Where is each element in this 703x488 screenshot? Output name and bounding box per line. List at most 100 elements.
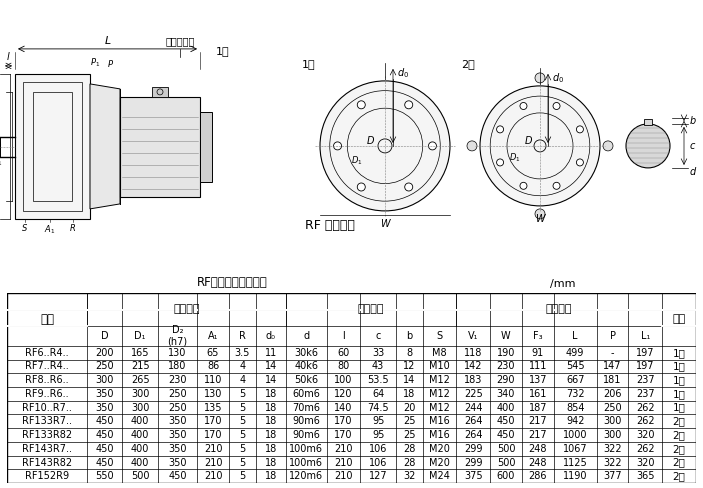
Text: 28: 28	[403, 458, 415, 468]
Text: 600: 600	[497, 471, 515, 481]
Text: RF型减速器主要尺寸: RF型减速器主要尺寸	[197, 276, 267, 289]
Text: 322: 322	[603, 444, 622, 454]
Text: 1067: 1067	[563, 444, 588, 454]
Text: 732: 732	[566, 389, 584, 399]
Text: 450: 450	[96, 458, 114, 468]
Text: 100: 100	[335, 375, 353, 385]
Text: F₃: F₃	[533, 331, 543, 341]
Circle shape	[535, 73, 545, 83]
Circle shape	[405, 183, 413, 191]
Text: 170: 170	[204, 416, 222, 427]
Text: 187: 187	[529, 403, 547, 413]
Text: 300: 300	[131, 403, 150, 413]
Text: 按电机尺寸: 按电机尺寸	[165, 36, 195, 46]
Text: 197: 197	[636, 362, 654, 371]
Text: 轴伸尺寸: 轴伸尺寸	[358, 304, 385, 314]
Text: 499: 499	[566, 348, 584, 358]
Text: c: c	[375, 331, 381, 341]
Circle shape	[357, 101, 366, 109]
Bar	[33, 92, 72, 201]
Text: 1型: 1型	[216, 46, 230, 56]
Text: 50k6: 50k6	[294, 375, 318, 385]
Text: 5: 5	[239, 444, 245, 454]
Text: 400: 400	[131, 416, 150, 427]
Text: 1190: 1190	[563, 471, 588, 481]
Text: 5: 5	[239, 416, 245, 427]
Text: 250: 250	[603, 403, 622, 413]
Text: 100m6: 100m6	[289, 444, 323, 454]
Text: 60: 60	[337, 348, 349, 358]
Text: 264: 264	[464, 416, 482, 427]
Text: 300: 300	[96, 375, 114, 385]
Circle shape	[576, 126, 583, 133]
Circle shape	[535, 209, 545, 219]
Text: 64: 64	[372, 389, 385, 399]
Text: 545: 545	[566, 362, 584, 371]
Text: M10: M10	[429, 362, 450, 371]
Text: L: L	[104, 36, 110, 46]
Text: L₁: L₁	[640, 331, 650, 341]
Text: 90m6: 90m6	[292, 416, 320, 427]
Circle shape	[480, 86, 600, 206]
Text: 450: 450	[96, 416, 114, 427]
Text: 197: 197	[636, 348, 654, 358]
Bar	[23, 82, 82, 211]
Text: 230: 230	[497, 362, 515, 371]
Text: l: l	[342, 331, 345, 341]
Text: 2型: 2型	[461, 59, 475, 69]
Text: 14: 14	[264, 375, 277, 385]
Text: d: d	[690, 167, 696, 177]
Text: 400: 400	[497, 403, 515, 413]
Text: L: L	[572, 331, 578, 341]
Text: 340: 340	[497, 389, 515, 399]
Text: 12: 12	[403, 362, 415, 371]
Text: 450: 450	[96, 430, 114, 440]
Text: 350: 350	[168, 430, 187, 440]
Text: 350: 350	[96, 389, 114, 399]
Text: 5: 5	[239, 458, 245, 468]
Text: M8: M8	[432, 348, 446, 358]
Text: 30k6: 30k6	[295, 348, 318, 358]
Text: 18: 18	[264, 403, 277, 413]
Bar	[120, 97, 200, 197]
Text: 95: 95	[372, 416, 385, 427]
Text: 118: 118	[464, 348, 482, 358]
Text: 377: 377	[603, 471, 622, 481]
Text: 110: 110	[204, 375, 222, 385]
Text: 237: 237	[636, 389, 654, 399]
Text: 217: 217	[529, 416, 547, 427]
Text: 170: 170	[334, 430, 353, 440]
Text: A₁: A₁	[208, 331, 218, 341]
Text: M20: M20	[429, 444, 450, 454]
Text: 18: 18	[264, 389, 277, 399]
Text: RF133R82: RF133R82	[22, 430, 72, 440]
Text: 180: 180	[168, 362, 187, 371]
Text: W: W	[535, 214, 545, 224]
Text: 90m6: 90m6	[292, 430, 320, 440]
Text: 80: 80	[337, 362, 349, 371]
Text: 299: 299	[464, 458, 482, 468]
Text: 18: 18	[264, 430, 277, 440]
Circle shape	[357, 183, 366, 191]
Text: 安装尺寸: 安装尺寸	[173, 304, 200, 314]
Text: 111: 111	[529, 362, 547, 371]
Bar	[152, 87, 168, 97]
Text: 210: 210	[334, 444, 353, 454]
Text: 106: 106	[369, 444, 387, 454]
Text: d: d	[303, 331, 309, 341]
Text: 外形尺寸: 外形尺寸	[546, 304, 572, 314]
Text: M12: M12	[429, 375, 450, 385]
Text: 210: 210	[204, 458, 222, 468]
Text: 5: 5	[239, 430, 245, 440]
Text: 106: 106	[369, 458, 387, 468]
Text: 1125: 1125	[563, 458, 588, 468]
Text: RF9..R6..: RF9..R6..	[25, 389, 69, 399]
Text: -: -	[611, 348, 614, 358]
Text: 300: 300	[603, 430, 621, 440]
Text: $P_1$: $P_1$	[90, 57, 100, 69]
Text: 450: 450	[168, 471, 187, 481]
Text: 130: 130	[168, 348, 187, 358]
Text: 550: 550	[96, 471, 114, 481]
Text: 33: 33	[372, 348, 385, 358]
Text: 137: 137	[529, 375, 547, 385]
